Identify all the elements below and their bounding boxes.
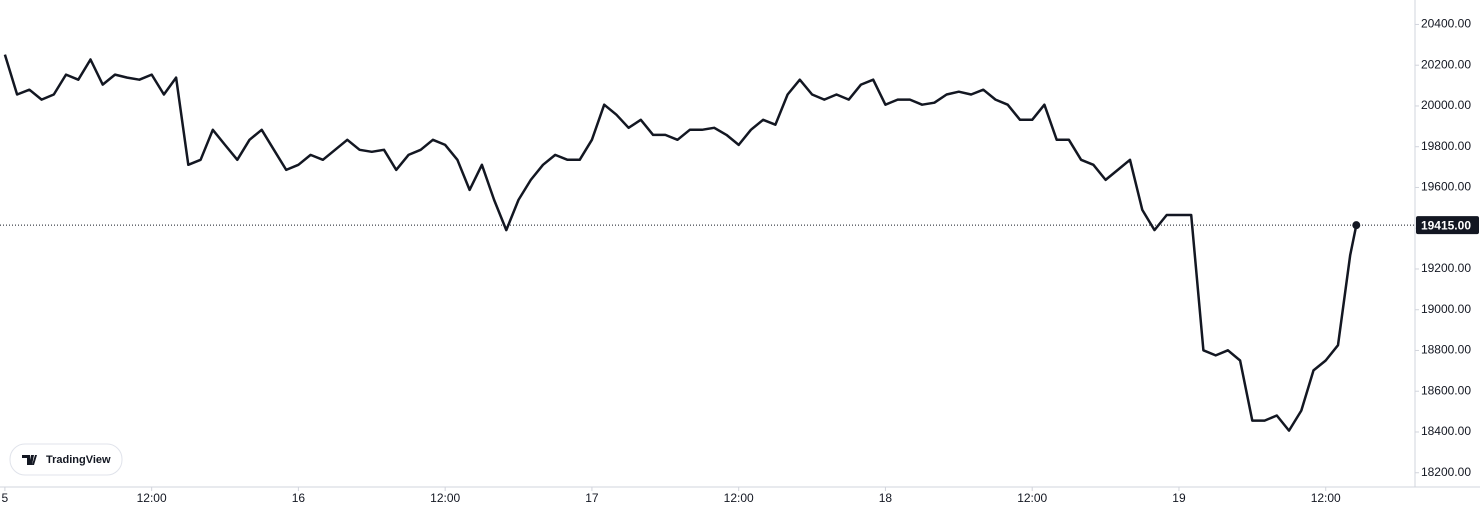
y-tick-label: 18400.00 <box>1421 424 1471 438</box>
watermark[interactable]: TradingView <box>9 443 123 476</box>
last-price-box <box>1416 216 1479 235</box>
y-tick-label: 20000.00 <box>1421 98 1471 112</box>
x-tick-label: 5 <box>2 491 9 505</box>
y-tick-label: 20400.00 <box>1421 17 1471 31</box>
y-tick-label: 20200.00 <box>1421 57 1471 71</box>
x-tick-label: 12:00 <box>1017 491 1047 505</box>
x-tick-label: 16 <box>292 491 306 505</box>
watermark-box[interactable] <box>9 443 123 476</box>
y-tick-label: 19800.00 <box>1421 139 1471 153</box>
y-tick-label: 19200.00 <box>1421 261 1471 275</box>
y-tick-label: 18600.00 <box>1421 383 1471 397</box>
x-tick-label: 12:00 <box>430 491 460 505</box>
x-tick-label: 17 <box>585 491 599 505</box>
x-tick-label: 12:00 <box>724 491 754 505</box>
last-price-label: 19415.00 <box>1421 218 1471 232</box>
x-tick-label: 12:00 <box>1311 491 1341 505</box>
y-tick-label: 18200.00 <box>1421 465 1471 479</box>
x-tick-label: 18 <box>879 491 893 505</box>
watermark-logo <box>22 455 37 465</box>
x-tick-label: 19 <box>1172 491 1186 505</box>
y-tick-label: 18800.00 <box>1421 343 1471 357</box>
y-tick-label: 19000.00 <box>1421 302 1471 316</box>
price-line <box>3 54 1358 432</box>
y-tick-label: 19600.00 <box>1421 180 1471 194</box>
watermark-text: TradingView <box>46 454 111 466</box>
x-tick-label: 12:00 <box>137 491 167 505</box>
